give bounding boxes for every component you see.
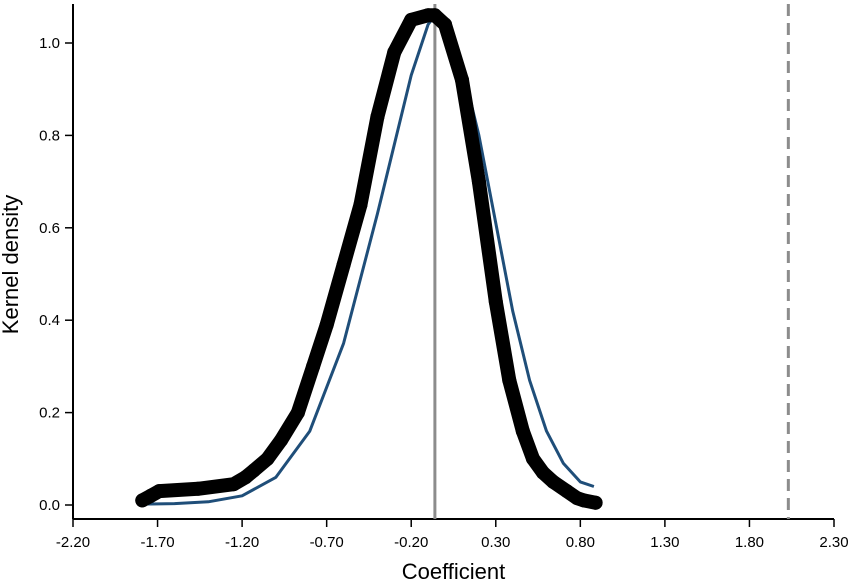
y-tick-label: 0.6 (39, 220, 60, 237)
kernel-density-point (353, 197, 368, 212)
y-tick-label: 0.4 (39, 312, 60, 329)
kernel-density-point (536, 465, 551, 480)
kernel-density-point (319, 317, 334, 332)
x-tick-label: 1.30 (650, 534, 679, 551)
kernel-density-point (526, 451, 540, 466)
kernel-density-point (576, 493, 591, 508)
y-tick-label: 0.0 (39, 497, 60, 514)
kernel-density-point (427, 8, 442, 23)
x-tick-label: 0.30 (481, 534, 510, 551)
kernel-density-point (387, 45, 402, 60)
y-tick-label: 0.8 (39, 127, 60, 144)
kernel-density-point (226, 477, 241, 492)
kernel-density-point (455, 73, 469, 87)
x-axis-title: Coefficient (402, 559, 506, 583)
y-tick-label: 1.0 (39, 35, 60, 52)
reference-lines (433, 4, 790, 519)
x-tick-label: 2.30 (819, 534, 848, 551)
kernel-density-point (404, 12, 419, 27)
x-tick-label: 0.80 (566, 534, 595, 551)
x-tick-label: -0.70 (310, 534, 344, 551)
kernel-density-point (502, 373, 517, 388)
kernel-density-point (191, 481, 206, 496)
kernel-density-point (438, 17, 452, 32)
kernel-density-point (152, 484, 167, 499)
kernel-density-point (588, 495, 603, 510)
axes: -2.20 -1.70 -1.20 -0.70 -0.20 0.30 0.80 1.30 1.8… (39, 4, 849, 551)
kernel-density-point (488, 294, 503, 309)
x-tick-label: 1.80 (735, 534, 764, 551)
kernel-density-point (546, 474, 561, 489)
x-tick-label: -1.70 (140, 534, 174, 551)
kernel-density-point (471, 174, 486, 189)
kernel-density-point (515, 424, 530, 439)
x-tick-label: -0.20 (394, 534, 428, 551)
kernel-density-point (336, 257, 351, 272)
x-tick-label: -2.20 (56, 534, 90, 551)
kernel-density-point (559, 484, 574, 499)
kernel-density-point (370, 109, 385, 124)
density-points-layer (135, 8, 603, 510)
kernel-density-point (290, 405, 305, 420)
y-tick-label: 0.2 (39, 405, 60, 422)
x-tick-label: -1.20 (225, 534, 259, 551)
kernel-density-point (274, 433, 288, 448)
kernel-density-point (246, 463, 261, 478)
y-axis-title: Kernel density (0, 195, 23, 334)
kernel-density-point (306, 359, 321, 374)
kernel-density-point (260, 451, 275, 466)
